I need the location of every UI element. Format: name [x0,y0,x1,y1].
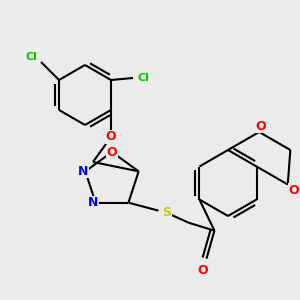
Text: N: N [88,196,99,209]
Text: O: O [197,264,208,277]
Text: O: O [106,130,116,143]
Text: O: O [107,146,117,158]
Text: Cl: Cl [25,52,37,62]
Text: N: N [78,165,88,178]
Text: O: O [288,184,299,197]
Text: Cl: Cl [137,73,149,83]
Text: S: S [162,206,171,219]
Text: O: O [256,119,266,133]
